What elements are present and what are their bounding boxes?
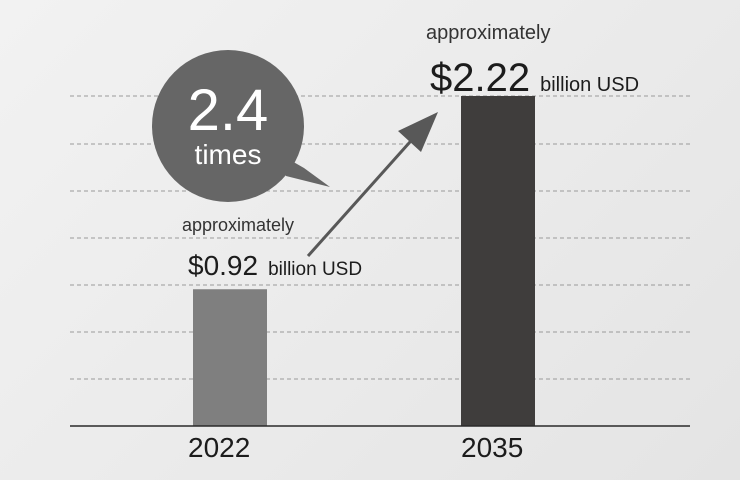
bar-2022-prefix-label: approximately	[182, 215, 295, 235]
x-tick-label-2035: 2035	[461, 432, 524, 463]
bar-2022-value: $0.92	[188, 250, 259, 281]
bar-2035-value-label: $2.22 billion USD	[430, 56, 639, 101]
bar-2035-prefix-label: approximately	[426, 22, 551, 44]
multiplier-bubble	[152, 50, 330, 202]
multiplier-word: times	[194, 139, 262, 170]
x-tick-label-2022: 2022	[188, 432, 251, 463]
multiplier-number: 2.4	[187, 78, 269, 143]
bar-2022	[193, 289, 267, 426]
bar-2035-unit: billion USD	[540, 74, 640, 96]
bar-2022-unit: billion USD	[268, 259, 363, 280]
bar-2035-value: $2.22	[430, 56, 531, 100]
bar-2022-value-label: $0.92 billion USD	[188, 250, 362, 282]
growth-arrow	[306, 112, 438, 257]
bars	[193, 96, 535, 426]
gridlines	[70, 95, 690, 380]
bar-2035	[461, 96, 535, 426]
